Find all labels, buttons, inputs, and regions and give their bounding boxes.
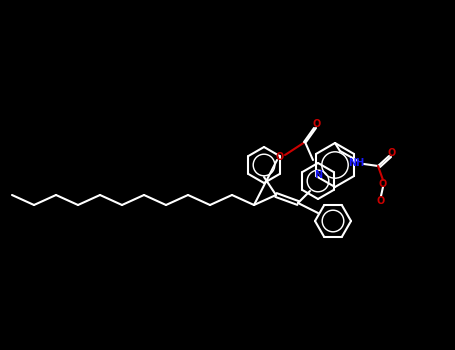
Text: O: O bbox=[377, 196, 385, 206]
Text: NH: NH bbox=[348, 158, 364, 168]
Text: O: O bbox=[388, 148, 396, 158]
Text: N: N bbox=[314, 170, 322, 180]
Text: O: O bbox=[313, 119, 321, 129]
Text: O: O bbox=[379, 179, 387, 189]
Text: O: O bbox=[276, 152, 284, 162]
